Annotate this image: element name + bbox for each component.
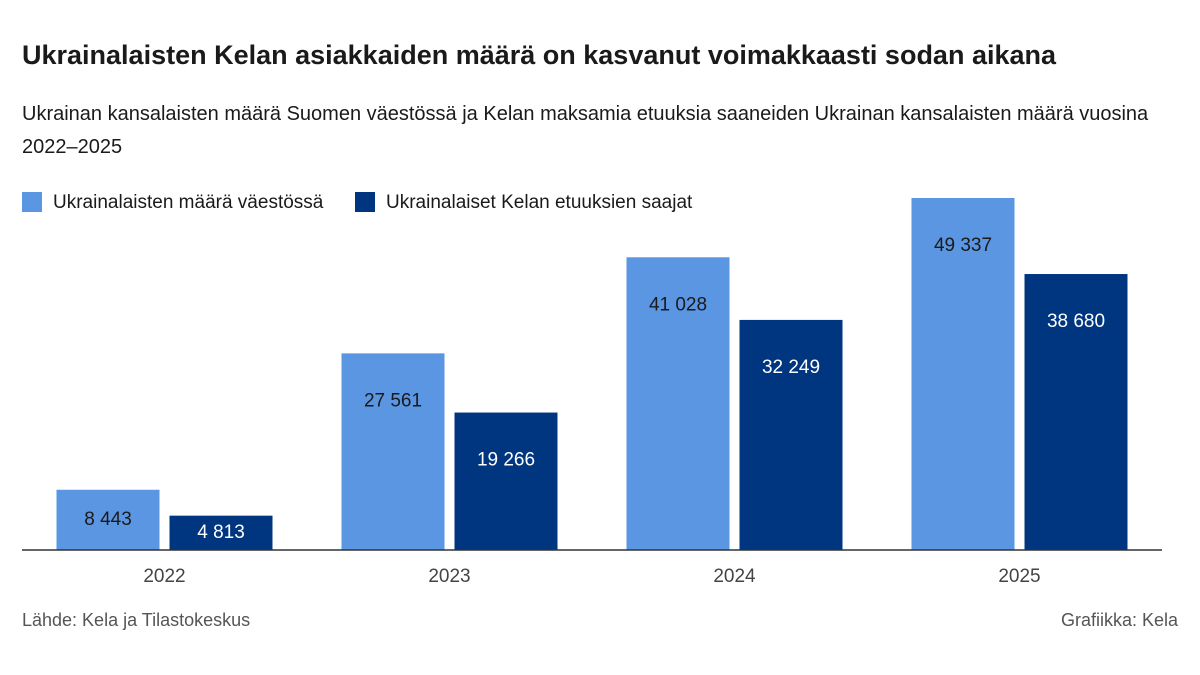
chart: Ukrainalaisten määrä väestössä Ukrainalai… — [22, 192, 1162, 587]
x-tick-label: 2023 — [428, 566, 470, 587]
value-label: 4 813 — [197, 522, 245, 543]
bar — [911, 198, 1015, 550]
legend-swatch — [22, 192, 42, 212]
bar — [1024, 274, 1128, 550]
bar — [454, 412, 558, 550]
chart-subtitle: Ukrainan kansalaisten määrä Suomen väest… — [22, 103, 1149, 158]
bar — [169, 515, 273, 550]
legend-label: Ukrainalaiset Kelan etuuksien saajat — [386, 192, 693, 213]
chart-title: Ukrainalaisten Kelan asiakkaiden määrä o… — [22, 40, 1057, 70]
value-label: 41 028 — [649, 294, 707, 315]
bar — [626, 257, 730, 550]
value-label: 27 561 — [364, 390, 422, 411]
x-tick-label: 2024 — [713, 566, 756, 587]
value-label: 38 680 — [1047, 311, 1105, 332]
bar — [739, 319, 843, 550]
source: Lähde: Kela ja Tilastokeskus — [22, 610, 251, 630]
value-label: 8 443 — [84, 509, 132, 530]
value-label: 32 249 — [762, 357, 820, 378]
credit: Grafiikka: Kela — [1060, 610, 1178, 630]
x-tick-label: 2022 — [143, 566, 185, 587]
bar — [341, 353, 445, 550]
legend-label: Ukrainalaisten määrä väestössä — [53, 192, 324, 213]
value-label: 19 266 — [477, 450, 535, 471]
bar — [56, 489, 160, 550]
x-tick-label: 2025 — [998, 566, 1040, 587]
value-label: 49 337 — [934, 235, 992, 256]
legend-swatch — [355, 192, 375, 212]
